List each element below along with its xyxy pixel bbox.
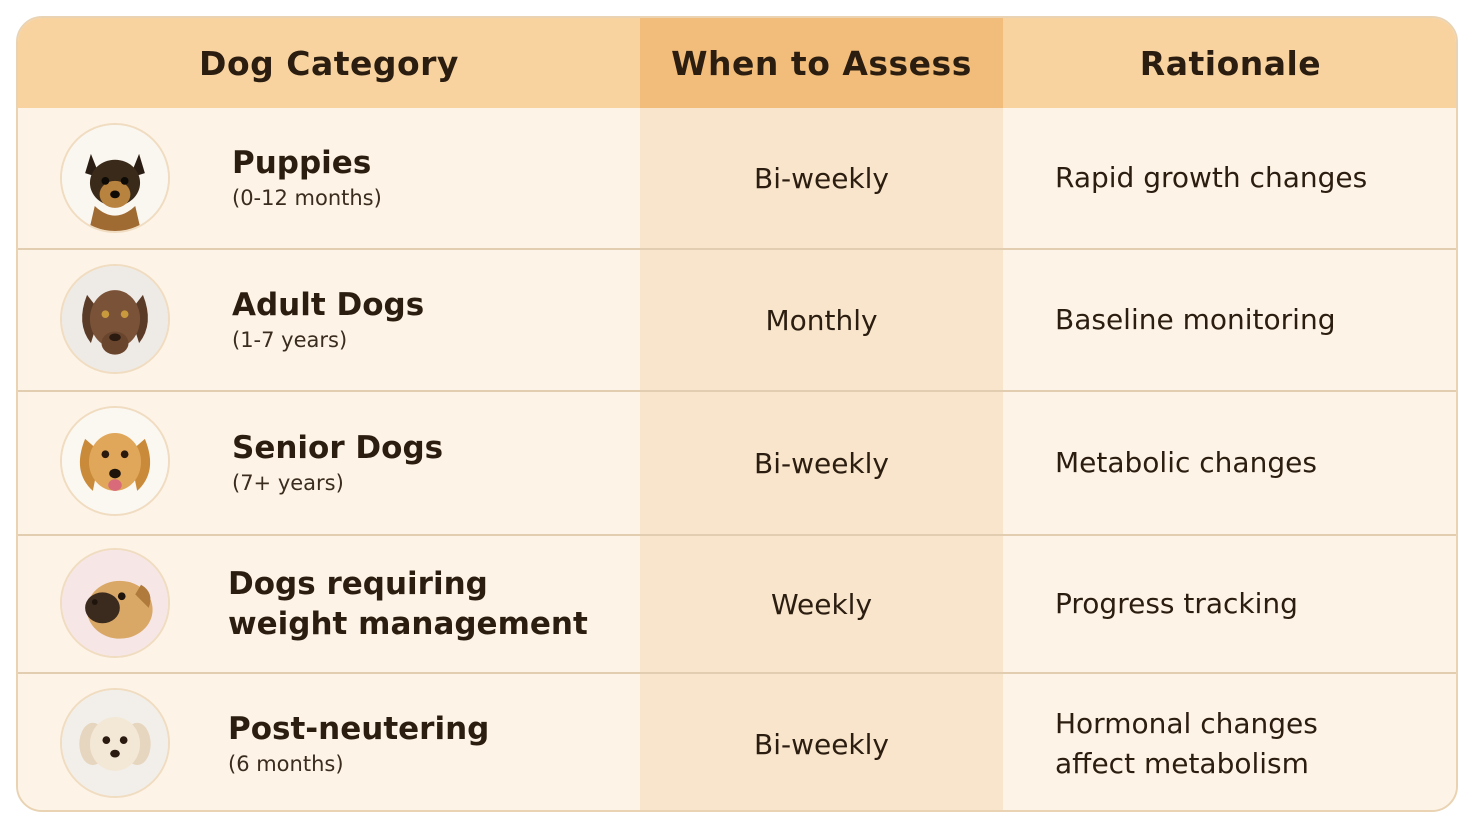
category-name: Dogs requiring weight management — [228, 566, 588, 642]
rationale-wrap: Metabolic changes — [1055, 392, 1317, 534]
rationale-value: Metabolic changes — [1055, 446, 1317, 479]
category-text: Adult Dogs (1-7 years) — [232, 250, 424, 390]
category-text: Post-neutering (6 months) — [228, 674, 490, 810]
header-rationale: Rationale — [1139, 43, 1322, 83]
table-row: Post-neutering (6 months) Bi-weekly Horm… — [18, 674, 1456, 810]
assessment-table: Dog Category When to Assess Rationale — [16, 16, 1458, 812]
category-name: Post-neutering — [228, 711, 490, 747]
category-text: Puppies (0-12 months) — [232, 108, 382, 248]
table-row: Dogs requiring weight management Weekly … — [18, 536, 1456, 672]
rationale-value: Baseline monitoring — [1055, 303, 1336, 336]
row-divider — [18, 390, 1456, 392]
row-divider — [18, 248, 1456, 250]
category-name: Puppies — [232, 145, 372, 181]
rationale-cell: Rapid growth changes — [1003, 108, 1456, 248]
rationale-cell: Progress tracking — [1003, 536, 1456, 672]
category-cell: Senior Dogs (7+ years) — [18, 392, 640, 534]
row-divider — [18, 534, 1456, 536]
when-cell: Weekly — [640, 536, 1003, 672]
header-category: Dog Category — [199, 43, 459, 83]
category-text: Dogs requiring weight management — [228, 536, 588, 672]
header-cell-category: Dog Category — [18, 18, 640, 108]
category-name: Senior Dogs — [232, 430, 444, 466]
post-neuter-dog-photo-icon — [60, 688, 170, 798]
table-header: Dog Category When to Assess Rationale — [18, 18, 1456, 108]
when-cell: Bi-weekly — [640, 674, 1003, 810]
rationale-wrap: Rapid growth changes — [1055, 108, 1367, 248]
header-when: When to Assess — [671, 43, 972, 83]
category-sub: (1-7 years) — [232, 328, 348, 352]
when-value: Weekly — [770, 587, 873, 621]
row-divider — [18, 672, 1456, 674]
rationale-value: Rapid growth changes — [1055, 161, 1368, 194]
rationale-wrap: Hormonal changes affect metabolism — [1055, 674, 1318, 810]
category-cell: Post-neutering (6 months) — [18, 674, 640, 810]
rationale-value: Progress tracking — [1055, 587, 1298, 620]
category-cell: Puppies (0-12 months) — [18, 108, 640, 248]
adult-dog-photo-icon — [60, 264, 170, 374]
rationale-wrap: Progress tracking — [1055, 536, 1298, 672]
rationale-wrap: Baseline monitoring — [1055, 250, 1335, 390]
puppy-photo-icon — [60, 123, 170, 233]
overweight-dog-photo-icon — [60, 548, 170, 658]
category-name: Adult Dogs — [232, 287, 425, 323]
rationale-cell: Hormonal changes affect metabolism — [1003, 674, 1456, 810]
category-sub: (6 months) — [228, 752, 344, 776]
category-cell: Dogs requiring weight management — [18, 536, 640, 672]
category-sub: (7+ years) — [232, 471, 344, 495]
senior-dog-photo-icon — [60, 406, 170, 516]
category-cell: Adult Dogs (1-7 years) — [18, 250, 640, 390]
when-cell: Monthly — [640, 250, 1003, 390]
when-cell: Bi-weekly — [640, 108, 1003, 248]
rationale-cell: Baseline monitoring — [1003, 250, 1456, 390]
table-row: Puppies (0-12 months) Bi-weekly Rapid gr… — [18, 108, 1456, 248]
table-row: Adult Dogs (1-7 years) Monthly Baseline … — [18, 250, 1456, 390]
when-value: Bi-weekly — [753, 727, 889, 761]
when-cell: Bi-weekly — [640, 392, 1003, 534]
rationale-value: Hormonal changes affect metabolism — [1055, 707, 1318, 780]
when-value: Bi-weekly — [753, 446, 889, 480]
when-value: Monthly — [765, 303, 878, 337]
header-cell-rationale: Rationale — [1003, 18, 1456, 108]
when-value: Bi-weekly — [753, 161, 889, 195]
rationale-cell: Metabolic changes — [1003, 392, 1456, 534]
table-row: Senior Dogs (7+ years) Bi-weekly Metabol… — [18, 392, 1456, 534]
category-sub: (0-12 months) — [232, 186, 382, 210]
category-text: Senior Dogs (7+ years) — [232, 392, 443, 534]
header-cell-when: When to Assess — [640, 18, 1003, 108]
